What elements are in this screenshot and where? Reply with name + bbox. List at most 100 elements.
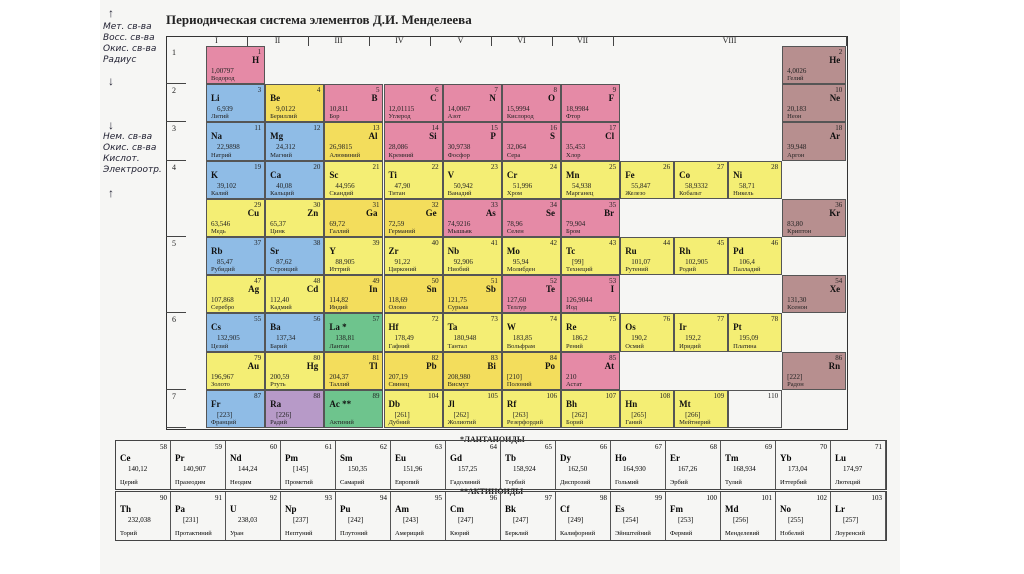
element-cell[interactable]: Md 101 [256] Менделевий [721, 492, 776, 540]
element-cell[interactable]: Ra 88 [226] Радий [265, 389, 325, 428]
element-cell[interactable]: Zn 30 65,37 Цинк [265, 198, 325, 237]
element-cell[interactable]: Np 93 [237] Нептуний [281, 492, 336, 540]
element-cell[interactable]: Ni 28 58,71 Никель [728, 160, 783, 199]
element-cell[interactable]: At 85 210 Астат [561, 351, 621, 390]
element-cell[interactable]: Au 79 196,967 Золото [206, 351, 266, 390]
element-cell[interactable]: Ge 32 72,59 Германий [383, 198, 443, 237]
element-cell[interactable]: Nd 60 144,24 Неодим [226, 441, 281, 489]
element-cell[interactable]: Ti 22 47,90 Титан [383, 160, 443, 199]
element-cell[interactable]: N 7 14,0067 Азот [442, 84, 502, 123]
element-cell[interactable]: Bk 97 [247] Берклий [501, 492, 556, 540]
element-cell[interactable]: He 2 4,0026 Гелий [782, 46, 847, 85]
element-cell[interactable]: Pa 91 [231] Протактиний [171, 492, 226, 540]
element-cell[interactable]: Ce 58 140,12 Церий [116, 441, 171, 489]
element-cell[interactable]: Lr 103 [257] Лоуренсий [831, 492, 886, 540]
element-cell[interactable]: Ne 10 20,183 Неон [782, 84, 847, 123]
element-cell[interactable]: Cr 24 51,996 Хром [501, 160, 561, 199]
element-cell[interactable]: U 92 238,03 Уран [226, 492, 281, 540]
element-cell[interactable]: Th 90 232,038 Торий [116, 492, 171, 540]
element-cell[interactable]: Ba 56 137,34 Барий [265, 313, 325, 352]
element-cell[interactable]: Cl 17 35,453 Хлор [561, 122, 621, 161]
element-cell[interactable]: H 1 1,00797 Водород [206, 46, 266, 85]
element-cell[interactable]: Po 84 [210] Полоний [501, 351, 561, 390]
element-cell[interactable]: Yb 70 173,04 Иттербий [776, 441, 831, 489]
element-cell[interactable]: Fe 26 55,847 Железо [620, 160, 675, 199]
element-cell[interactable]: Re 75 186,2 Рений [561, 313, 621, 352]
element-cell[interactable]: Ga 31 69,72 Галлий [324, 198, 384, 237]
element-cell[interactable]: Pd 46 106,4 Палладий [728, 237, 783, 276]
element-cell[interactable]: Pt 78 195,09 Платина [728, 313, 783, 352]
element-cell[interactable]: O 8 15,9994 Кислород [501, 84, 561, 123]
element-cell[interactable]: Pb 82 207,19 Свинец [383, 351, 443, 390]
element-cell[interactable]: Ag 47 107,868 Серебро [206, 275, 266, 314]
element-cell[interactable]: Te 52 127,60 Теллур [501, 275, 561, 314]
element-cell[interactable]: Ca 20 40,08 Кальций [265, 160, 325, 199]
element-cell[interactable]: Bi 83 208,980 Висмут [442, 351, 502, 390]
element-cell[interactable]: Mn 25 54,938 Марганец [561, 160, 621, 199]
element-cell[interactable]: Nb 41 92,906 Ниобий [442, 237, 502, 276]
element-cell[interactable]: Ar 18 39,948 Аргон [782, 122, 847, 161]
element-cell[interactable]: Es 99 [254] Эйнштейний [611, 492, 666, 540]
element-cell[interactable]: Y 39 88,905 Иттрий [324, 237, 384, 276]
element-cell[interactable]: Ir 77 192,2 Иридий [674, 313, 729, 352]
element-cell[interactable]: I 53 126,9044 Иод [561, 275, 621, 314]
element-cell[interactable]: Pu 94 [242] Плутоний [336, 492, 391, 540]
element-cell[interactable]: Cu 29 63,546 Медь [206, 198, 266, 237]
element-cell[interactable]: Cd 48 112,40 Кадмий [265, 275, 325, 314]
element-cell[interactable]: Ac ** 89 Актиний [324, 389, 384, 428]
element-cell[interactable]: Rn 86 [222] Радон [782, 351, 847, 390]
element-cell[interactable]: Zr 40 91,22 Цирконий [383, 237, 443, 276]
element-cell[interactable]: Mt 109 [266] Мейтнерий [674, 389, 729, 428]
element-cell[interactable]: Pm 61 [145] Прометий [281, 441, 336, 489]
element-cell[interactable]: Tl 81 204,37 Таллий [324, 351, 384, 390]
element-cell[interactable]: Am 95 [243] Америций [391, 492, 446, 540]
element-cell[interactable]: Pr 59 140,907 Празеодим [171, 441, 226, 489]
element-cell[interactable]: Rh 45 102,905 Родий [674, 237, 729, 276]
element-cell[interactable]: Al 13 26,9815 Алюминий [324, 122, 384, 161]
element-cell[interactable]: Er 68 167,26 Эрбий [666, 441, 721, 489]
element-cell[interactable]: C 6 12,01115 Углерод [383, 84, 443, 123]
element-cell[interactable]: Rb 37 85,47 Рубидий [206, 237, 266, 276]
element-cell[interactable]: Os 76 190,2 Осмий [620, 313, 675, 352]
element-cell[interactable]: Se 34 78,96 Селен [501, 198, 561, 237]
element-cell[interactable]: Hf 72 178,49 Гафний [383, 313, 443, 352]
element-cell[interactable]: Li 3 6,939 Литий [206, 84, 266, 123]
element-cell[interactable]: Eu 63 151,96 Европий [391, 441, 446, 489]
element-cell[interactable]: Sm 62 150,35 Самарий [336, 441, 391, 489]
element-cell[interactable]: Sn 50 118,69 Олово [383, 275, 443, 314]
element-cell[interactable]: Hn 108 [265] Ганий [620, 389, 675, 428]
element-cell[interactable]: S 16 32,064 Сера [501, 122, 561, 161]
element-cell[interactable]: Ta 73 180,948 Тантал [442, 313, 502, 352]
element-cell[interactable]: Ho 67 164,930 Гольмий [611, 441, 666, 489]
element-cell[interactable]: Sb 51 121,75 Сурьма [442, 275, 502, 314]
element-cell[interactable]: Xe 54 131,30 Ксенон [782, 275, 847, 314]
element-cell[interactable]: Bh 107 [262] Борий [561, 389, 621, 428]
element-cell[interactable]: Fr 87 [223] Франций [206, 389, 266, 428]
element-cell[interactable]: Na 11 22,9898 Натрий [206, 122, 266, 161]
element-cell[interactable]: Si 14 28,086 Кремний [383, 122, 443, 161]
element-cell[interactable]: Hg 80 200,59 Ртуть [265, 351, 325, 390]
element-cell[interactable]: Sr 38 87,62 Стронций [265, 237, 325, 276]
element-cell[interactable]: Db 104 [261] Дубний [383, 389, 443, 428]
element-cell[interactable]: F 9 18,9984 Фтор [561, 84, 621, 123]
element-cell[interactable]: 110 [728, 389, 783, 428]
element-cell[interactable]: W 74 183,85 Вольфрам [501, 313, 561, 352]
element-cell[interactable]: Rf 106 [263] Резерфордий [501, 389, 561, 428]
element-cell[interactable]: Fm 100 [253] Фермий [666, 492, 721, 540]
element-cell[interactable]: Mg 12 24,312 Магний [265, 122, 325, 161]
element-cell[interactable]: Dy 66 162,50 Диспрозий [556, 441, 611, 489]
element-cell[interactable]: No 102 [255] Нобелий [776, 492, 831, 540]
element-cell[interactable]: Kr 36 83,80 Криптон [782, 198, 847, 237]
element-cell[interactable]: Tb 65 158,924 Тербий [501, 441, 556, 489]
element-cell[interactable]: Mo 42 95,94 Молибден [501, 237, 561, 276]
element-cell[interactable]: La * 57 138,81 Лантан [324, 313, 384, 352]
element-cell[interactable]: P 15 30,9738 Фосфор [442, 122, 502, 161]
element-cell[interactable]: Tc 43 [99] Технеций [561, 237, 621, 276]
element-cell[interactable]: Jl 105 [262] Жолиотий [442, 389, 502, 428]
element-cell[interactable]: Tm 69 168,934 Тулий [721, 441, 776, 489]
element-cell[interactable]: In 49 114,82 Индий [324, 275, 384, 314]
element-cell[interactable]: V 23 50,942 Ванадий [442, 160, 502, 199]
element-cell[interactable]: Cs 55 132,905 Цезий [206, 313, 266, 352]
element-cell[interactable]: B 5 10,811 Бор [324, 84, 384, 123]
element-cell[interactable]: Br 35 79,904 Бром [561, 198, 621, 237]
